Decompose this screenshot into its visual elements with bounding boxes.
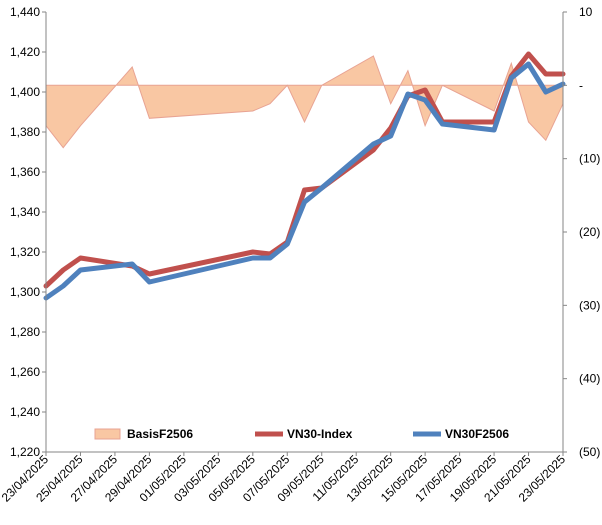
left-axis-tick-label: 1,260 (10, 365, 40, 379)
left-axis-tick-label: 1,340 (10, 205, 40, 219)
legend-label-vn30-index: VN30-Index (287, 427, 353, 441)
left-axis-tick-label: 1,440 (10, 5, 40, 19)
right-axis-tick-label: (20) (579, 225, 600, 239)
left-axis-tick-label: 1,360 (10, 165, 40, 179)
legend-item-vn30-index: VN30-Index (255, 427, 353, 441)
legend-swatch-basisf2506 (94, 428, 121, 440)
left-axis-tick-label: 1,280 (10, 325, 40, 339)
legend-label-vn30f2506: VN30F2506 (445, 427, 509, 441)
legend-label-basisf2506: BasisF2506 (127, 427, 193, 441)
legend: BasisF2506 VN30-Index VN30F2506 (94, 427, 509, 441)
left-axis-tick-label: 1,220 (10, 445, 40, 459)
left-axis-tick-label: 1,240 (10, 405, 40, 419)
left-axis-tick-label: 1,380 (10, 125, 40, 139)
legend-item-basisf2506: BasisF2506 (94, 427, 193, 441)
right-axis-tick-label: (30) (579, 298, 600, 312)
left-axis-tick-label: 1,420 (10, 45, 40, 59)
right-axis-tick-label: - (579, 78, 583, 92)
left-axis-tick-label: 1,300 (10, 285, 40, 299)
basis-area-layer (45, 55, 564, 149)
right-axis-tick-label: (40) (579, 372, 600, 386)
right-axis-tick-label: 10 (579, 5, 593, 19)
series-line-layer (43, 51, 566, 301)
vn30f2506-line (43, 61, 566, 301)
left-axis-tick-label: 1,400 (10, 85, 40, 99)
basis-area (45, 55, 564, 149)
legend-item-vn30f2506: VN30F2506 (413, 427, 509, 441)
left-axis-tick-label: 1,320 (10, 245, 40, 259)
right-axis-tick-label: (10) (579, 152, 600, 166)
right-axis-tick-label: (50) (579, 445, 600, 459)
